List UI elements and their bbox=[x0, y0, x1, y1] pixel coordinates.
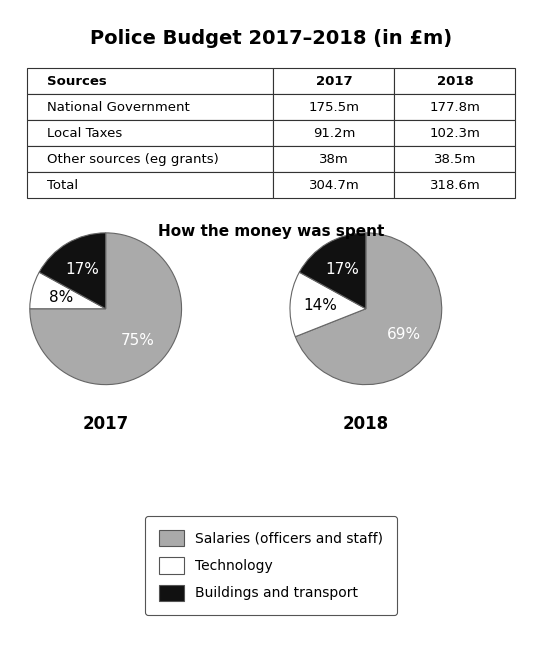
Text: 17%: 17% bbox=[66, 262, 99, 277]
Text: 8%: 8% bbox=[49, 290, 74, 305]
Text: 69%: 69% bbox=[386, 327, 421, 342]
Text: 102.3m: 102.3m bbox=[429, 127, 480, 140]
Text: 304.7m: 304.7m bbox=[308, 179, 359, 192]
Text: Other sources (eg grants): Other sources (eg grants) bbox=[47, 153, 218, 166]
Legend: Salaries (officers and staff), Technology, Buildings and transport: Salaries (officers and staff), Technolog… bbox=[145, 517, 397, 614]
Wedge shape bbox=[30, 272, 106, 309]
Wedge shape bbox=[290, 272, 366, 337]
Wedge shape bbox=[30, 233, 182, 385]
Text: 75%: 75% bbox=[121, 333, 155, 348]
Text: Total: Total bbox=[47, 179, 78, 192]
Text: 2018: 2018 bbox=[343, 415, 389, 433]
Text: 17%: 17% bbox=[326, 262, 359, 277]
Text: National Government: National Government bbox=[47, 101, 190, 114]
Text: 14%: 14% bbox=[304, 298, 337, 313]
Text: 2018: 2018 bbox=[436, 75, 473, 88]
Text: 38m: 38m bbox=[319, 153, 349, 166]
Text: How the money was spent: How the money was spent bbox=[158, 224, 384, 239]
Text: 91.2m: 91.2m bbox=[313, 127, 355, 140]
Text: Sources: Sources bbox=[47, 75, 107, 88]
Text: Local Taxes: Local Taxes bbox=[47, 127, 122, 140]
Wedge shape bbox=[295, 233, 442, 385]
Text: 177.8m: 177.8m bbox=[429, 101, 480, 114]
Text: 175.5m: 175.5m bbox=[308, 101, 359, 114]
Text: 318.6m: 318.6m bbox=[429, 179, 480, 192]
Text: 2017: 2017 bbox=[82, 415, 129, 433]
Wedge shape bbox=[299, 233, 366, 309]
Text: Police Budget 2017–2018 (in £m): Police Budget 2017–2018 (in £m) bbox=[90, 29, 452, 48]
Text: 38.5m: 38.5m bbox=[434, 153, 476, 166]
Wedge shape bbox=[39, 233, 106, 309]
Text: 2017: 2017 bbox=[315, 75, 352, 88]
